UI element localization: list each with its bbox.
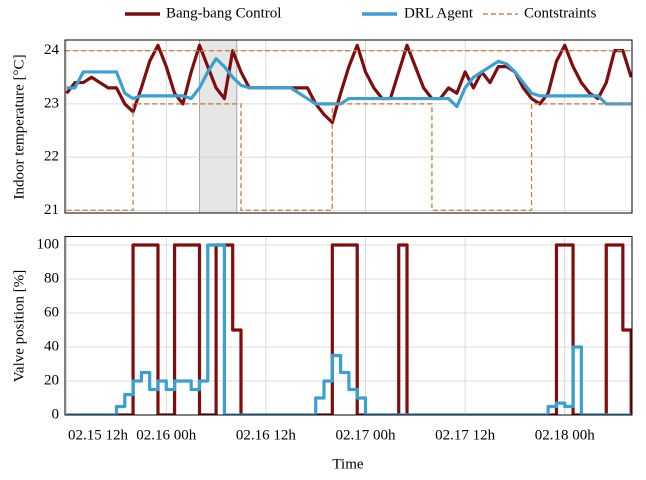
x-tick-label: 02.15 12h <box>68 427 129 443</box>
series-line <box>66 57 632 109</box>
plot-area <box>66 243 632 415</box>
legend-label: Bang-bang Control <box>166 5 281 21</box>
x-tick-label: 02.16 00h <box>136 427 197 443</box>
y-tick-label: 22 <box>44 149 59 165</box>
legend-label: DRL Agent <box>404 5 474 21</box>
x-tick-label: 02.17 00h <box>336 427 397 443</box>
axes-frame <box>64 236 633 416</box>
series-line <box>66 243 632 415</box>
x-tick-label: 02.16 12h <box>236 427 297 443</box>
y-tick-label: 100 <box>37 236 60 252</box>
y-tick-label: 60 <box>44 304 59 320</box>
plot-area <box>65 43 632 212</box>
series-line <box>66 243 632 415</box>
x-tick-label: 02.17 12h <box>435 427 496 443</box>
series-line <box>65 43 632 125</box>
y-tick-label: 80 <box>44 270 59 286</box>
y-axis-label: Indoor temperature [°C] <box>11 54 27 199</box>
y-tick-label: 40 <box>44 338 59 354</box>
y-tick-label: 24 <box>44 42 60 58</box>
series-line <box>66 103 632 212</box>
axes-frame <box>64 39 633 214</box>
y-tick-label: 20 <box>44 372 59 388</box>
legend-label: Contstraints <box>524 5 597 21</box>
y-tick-label: 23 <box>44 95 59 111</box>
y-tick-label: 0 <box>52 406 60 422</box>
y-tick-label: 21 <box>44 202 59 218</box>
y-axis-label: Valve position [%] <box>11 270 27 382</box>
x-tick-label: 02.18 00h <box>535 427 596 443</box>
x-axis-label: Time <box>332 456 363 472</box>
